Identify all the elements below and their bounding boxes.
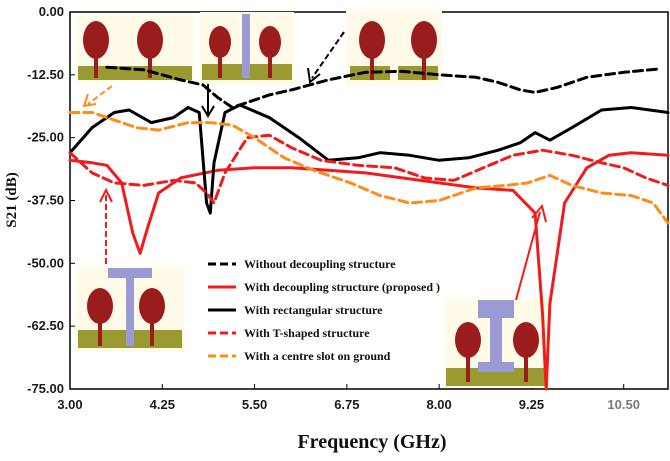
x-tick-label: 10.50 [607, 397, 640, 412]
legend-label: Without decoupling structure [244, 257, 396, 271]
arrow-head-t-shaped [99, 187, 113, 203]
legend-label: With rectangular structure [244, 303, 383, 317]
arrow-to-centre-slot [87, 85, 113, 105]
x-tick-label: 4.25 [150, 397, 175, 412]
arrow-to-without-decoupling [311, 31, 345, 79]
legend-label: With decoupling structure (proposed ) [244, 280, 440, 294]
antenna-inset-rectangular [200, 12, 294, 84]
series-line-3 [68, 103, 670, 215]
x-tick-label: 5.50 [242, 397, 267, 412]
arrow-head-without-decoupling [307, 67, 321, 84]
y-tick-labels: 0.00 -12.50 -25.00 -37.50 -50.00 -62.50 -75.00 [27, 4, 75, 396]
chart-legend: Without decoupling structure With decoupl… [208, 257, 440, 363]
antenna-inset-without-decoupling [76, 14, 194, 82]
antenna-inset-t-shaped [76, 266, 184, 352]
x-tick-label: 3.00 [57, 397, 82, 412]
series-line-5 [68, 111, 670, 225]
annotation-arrows [82, 31, 547, 301]
y-tick-label: -25.00 [27, 130, 64, 145]
x-tick-label: 8.00 [426, 397, 451, 412]
y-tick-label: 0.00 [39, 4, 64, 19]
y-tick-label: -75.00 [27, 381, 64, 396]
antenna-inset-proposed [444, 298, 550, 388]
y-tick-label: -50.00 [27, 255, 64, 270]
arrow-to-proposed [515, 211, 541, 301]
y-tick-label: -62.50 [27, 318, 64, 333]
series-line-4 [68, 133, 670, 205]
x-tick-label: 6.75 [334, 397, 359, 412]
x-axis-title: Frequency (GHz) [297, 431, 446, 453]
x-tick-labels: 3.00 4.25 5.50 6.75 8.00 9.25 10.50 [57, 384, 640, 412]
y-tick-label: -37.50 [27, 193, 64, 208]
arrow-head-proposed [531, 203, 547, 223]
legend-label: With a centre slot on ground [244, 349, 391, 363]
y-tick-label: -12.50 [27, 67, 64, 82]
y-axis-title: S21 (dB) [4, 172, 20, 227]
series-line-2 [68, 151, 670, 391]
arrow-head-centre-slot [82, 93, 97, 108]
arrow-head-rectangular [201, 105, 215, 118]
x-tick-label: 9.25 [519, 397, 544, 412]
legend-label: With T-shaped structure [244, 326, 370, 340]
